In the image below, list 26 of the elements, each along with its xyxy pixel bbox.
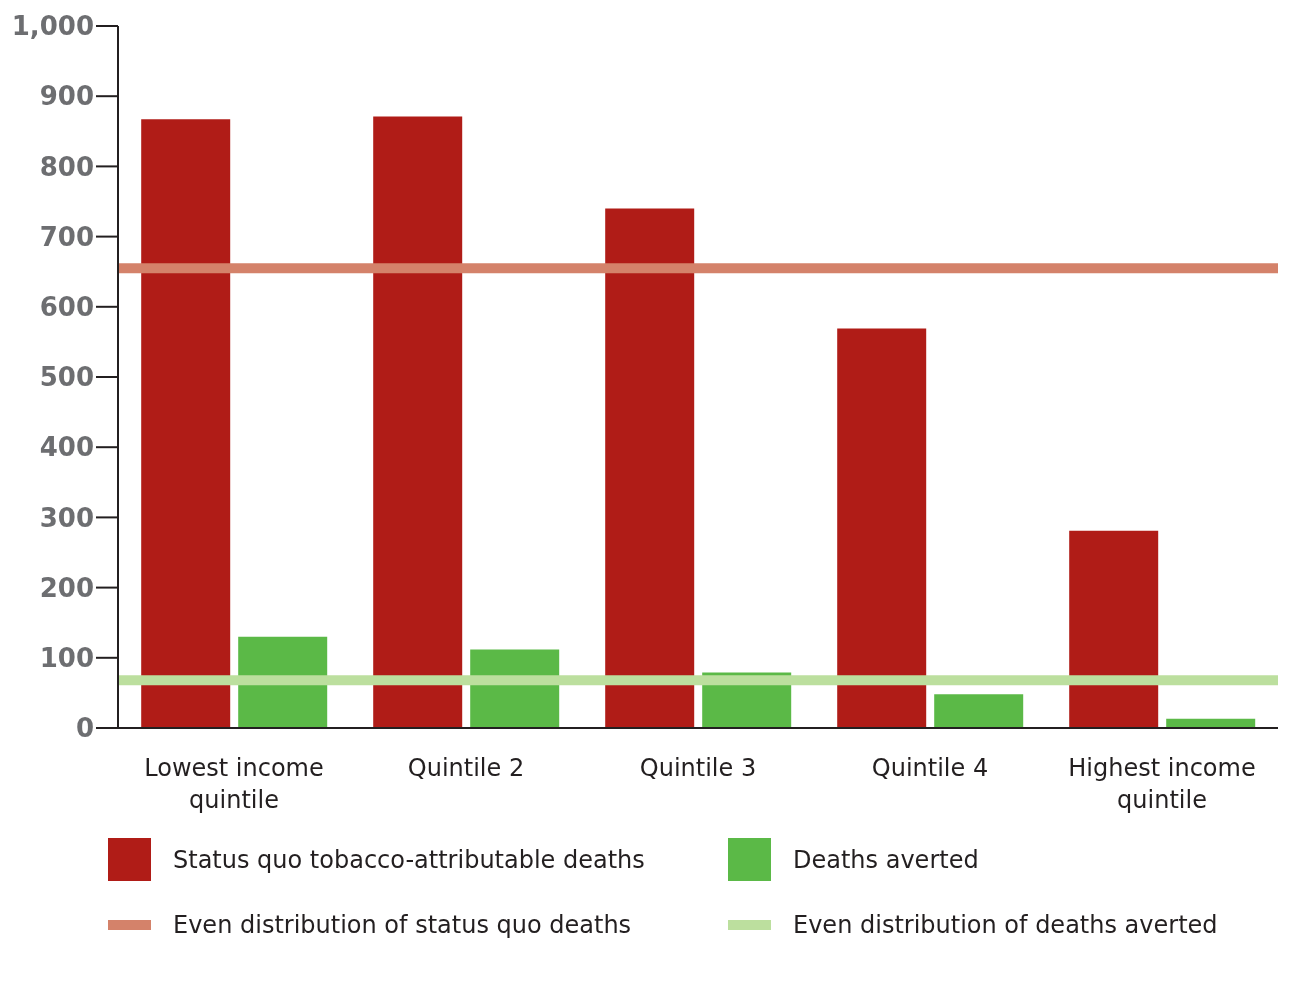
y-tick-label: 500 bbox=[39, 362, 94, 393]
y-tick-label: 0 bbox=[75, 713, 94, 744]
x-tick-label: Quintile 3 bbox=[639, 754, 757, 782]
x-tick-label: Lowest income quintile bbox=[144, 754, 324, 814]
bar bbox=[141, 119, 231, 728]
y-tick-label: 900 bbox=[39, 81, 94, 112]
bar bbox=[1069, 530, 1159, 728]
legend-label: Even distribution of status quo deaths bbox=[173, 911, 632, 939]
legend-label: Even distribution of deaths averted bbox=[793, 911, 1218, 939]
legend-label: Status quo tobacco-attributable deaths bbox=[173, 845, 645, 874]
y-tick-label: 100 bbox=[39, 643, 94, 674]
y-tick-label: 800 bbox=[39, 151, 94, 182]
y-tick-label: 400 bbox=[39, 432, 94, 463]
bar bbox=[934, 694, 1024, 728]
bar bbox=[373, 116, 463, 728]
y-tick-label: 1,000 bbox=[11, 11, 94, 42]
y-tick-label: 700 bbox=[39, 221, 94, 252]
y-tick-label: 600 bbox=[39, 292, 94, 323]
y-tick-label: 300 bbox=[39, 502, 94, 533]
x-tick-label: Quintile 2 bbox=[407, 754, 525, 782]
legend-label: Deaths averted bbox=[793, 845, 979, 874]
bar bbox=[605, 208, 695, 728]
bar bbox=[837, 328, 927, 728]
x-tick-label: Highest income quintile bbox=[1068, 754, 1256, 814]
x-tick-label: Quintile 4 bbox=[871, 754, 989, 782]
y-tick-label: 200 bbox=[39, 572, 94, 603]
